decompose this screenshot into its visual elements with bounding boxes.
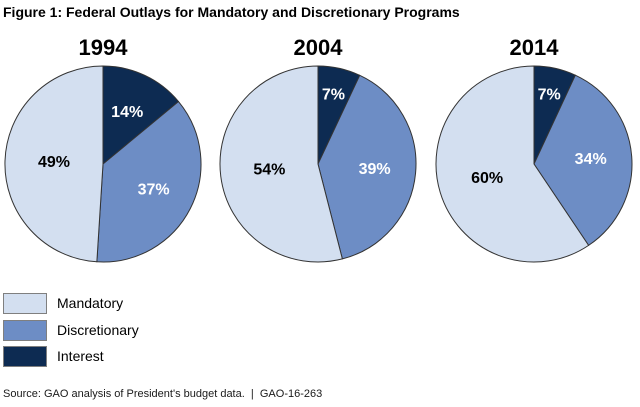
interest-swatch xyxy=(3,346,47,367)
legend-label-discretionary: Discretionary xyxy=(57,322,139,338)
pie-slice-discretionary xyxy=(96,101,202,263)
slice-label: 7% xyxy=(538,87,561,104)
pie-year-2014: 2014 xyxy=(509,35,559,60)
mandatory-swatch xyxy=(3,293,47,314)
figure-title: Figure 1: Federal Outlays for Mandatory … xyxy=(3,4,460,20)
pie-year-1994: 1994 xyxy=(78,35,128,60)
slice-label: 49% xyxy=(38,154,70,171)
pie-chart-1994: 14% 37% 49% xyxy=(4,65,202,263)
source-note: Source: GAO analysis of President's budg… xyxy=(3,388,323,400)
pie-slice-mandatory xyxy=(4,65,104,263)
slice-label: 60% xyxy=(471,170,503,187)
slice-label: 37% xyxy=(138,181,170,198)
slice-label: 39% xyxy=(359,161,391,178)
pie-year-2004: 2004 xyxy=(293,35,343,60)
slice-label: 14% xyxy=(111,104,143,121)
slice-label: 34% xyxy=(575,151,607,168)
legend-label-mandatory: Mandatory xyxy=(57,295,124,311)
pie-slice-interest xyxy=(102,65,180,165)
pie-slice-mandatory xyxy=(219,65,343,263)
discretionary-swatch xyxy=(3,320,47,341)
pie-chart-2004: 7% 39% 54% xyxy=(219,65,417,263)
slice-label: 7% xyxy=(322,87,345,104)
pie-chart-2014: 7% 34% 60% xyxy=(435,65,633,263)
pie-slice-discretionary xyxy=(317,74,417,260)
slice-label: 54% xyxy=(253,162,285,179)
pie-slice-discretionary xyxy=(533,74,633,246)
pie-slice-mandatory xyxy=(435,65,590,263)
legend-label-interest: Interest xyxy=(57,348,104,364)
